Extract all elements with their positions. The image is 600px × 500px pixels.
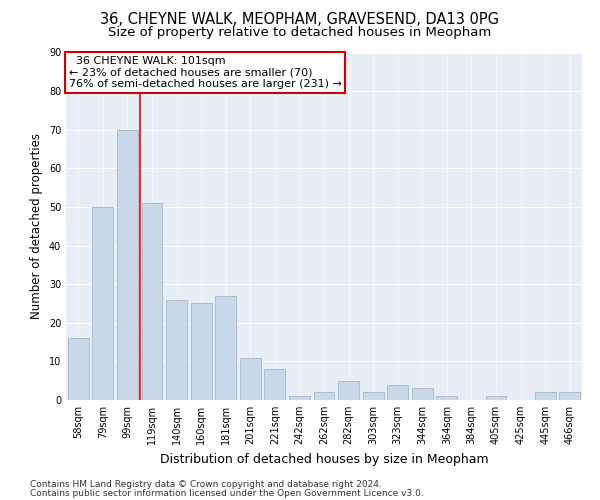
- Bar: [92, 207, 113, 400]
- Text: Contains HM Land Registry data © Crown copyright and database right 2024.: Contains HM Land Registry data © Crown c…: [30, 480, 382, 489]
- Bar: [387, 384, 408, 400]
- Bar: [436, 396, 457, 400]
- Bar: [412, 388, 433, 400]
- Bar: [142, 203, 163, 400]
- Bar: [117, 130, 138, 400]
- Bar: [68, 338, 89, 400]
- Y-axis label: Number of detached properties: Number of detached properties: [30, 133, 43, 320]
- Bar: [362, 392, 383, 400]
- Text: Contains public sector information licensed under the Open Government Licence v3: Contains public sector information licen…: [30, 489, 424, 498]
- Bar: [559, 392, 580, 400]
- Bar: [191, 304, 212, 400]
- Bar: [240, 358, 261, 400]
- Bar: [535, 392, 556, 400]
- Bar: [338, 380, 359, 400]
- Bar: [289, 396, 310, 400]
- X-axis label: Distribution of detached houses by size in Meopham: Distribution of detached houses by size …: [160, 452, 488, 466]
- Bar: [166, 300, 187, 400]
- Bar: [314, 392, 334, 400]
- Bar: [215, 296, 236, 400]
- Text: Size of property relative to detached houses in Meopham: Size of property relative to detached ho…: [109, 26, 491, 39]
- Text: 36, CHEYNE WALK, MEOPHAM, GRAVESEND, DA13 0PG: 36, CHEYNE WALK, MEOPHAM, GRAVESEND, DA1…: [101, 12, 499, 28]
- Bar: [265, 369, 286, 400]
- Bar: [485, 396, 506, 400]
- Text: 36 CHEYNE WALK: 101sqm
← 23% of detached houses are smaller (70)
76% of semi-det: 36 CHEYNE WALK: 101sqm ← 23% of detached…: [68, 56, 341, 89]
